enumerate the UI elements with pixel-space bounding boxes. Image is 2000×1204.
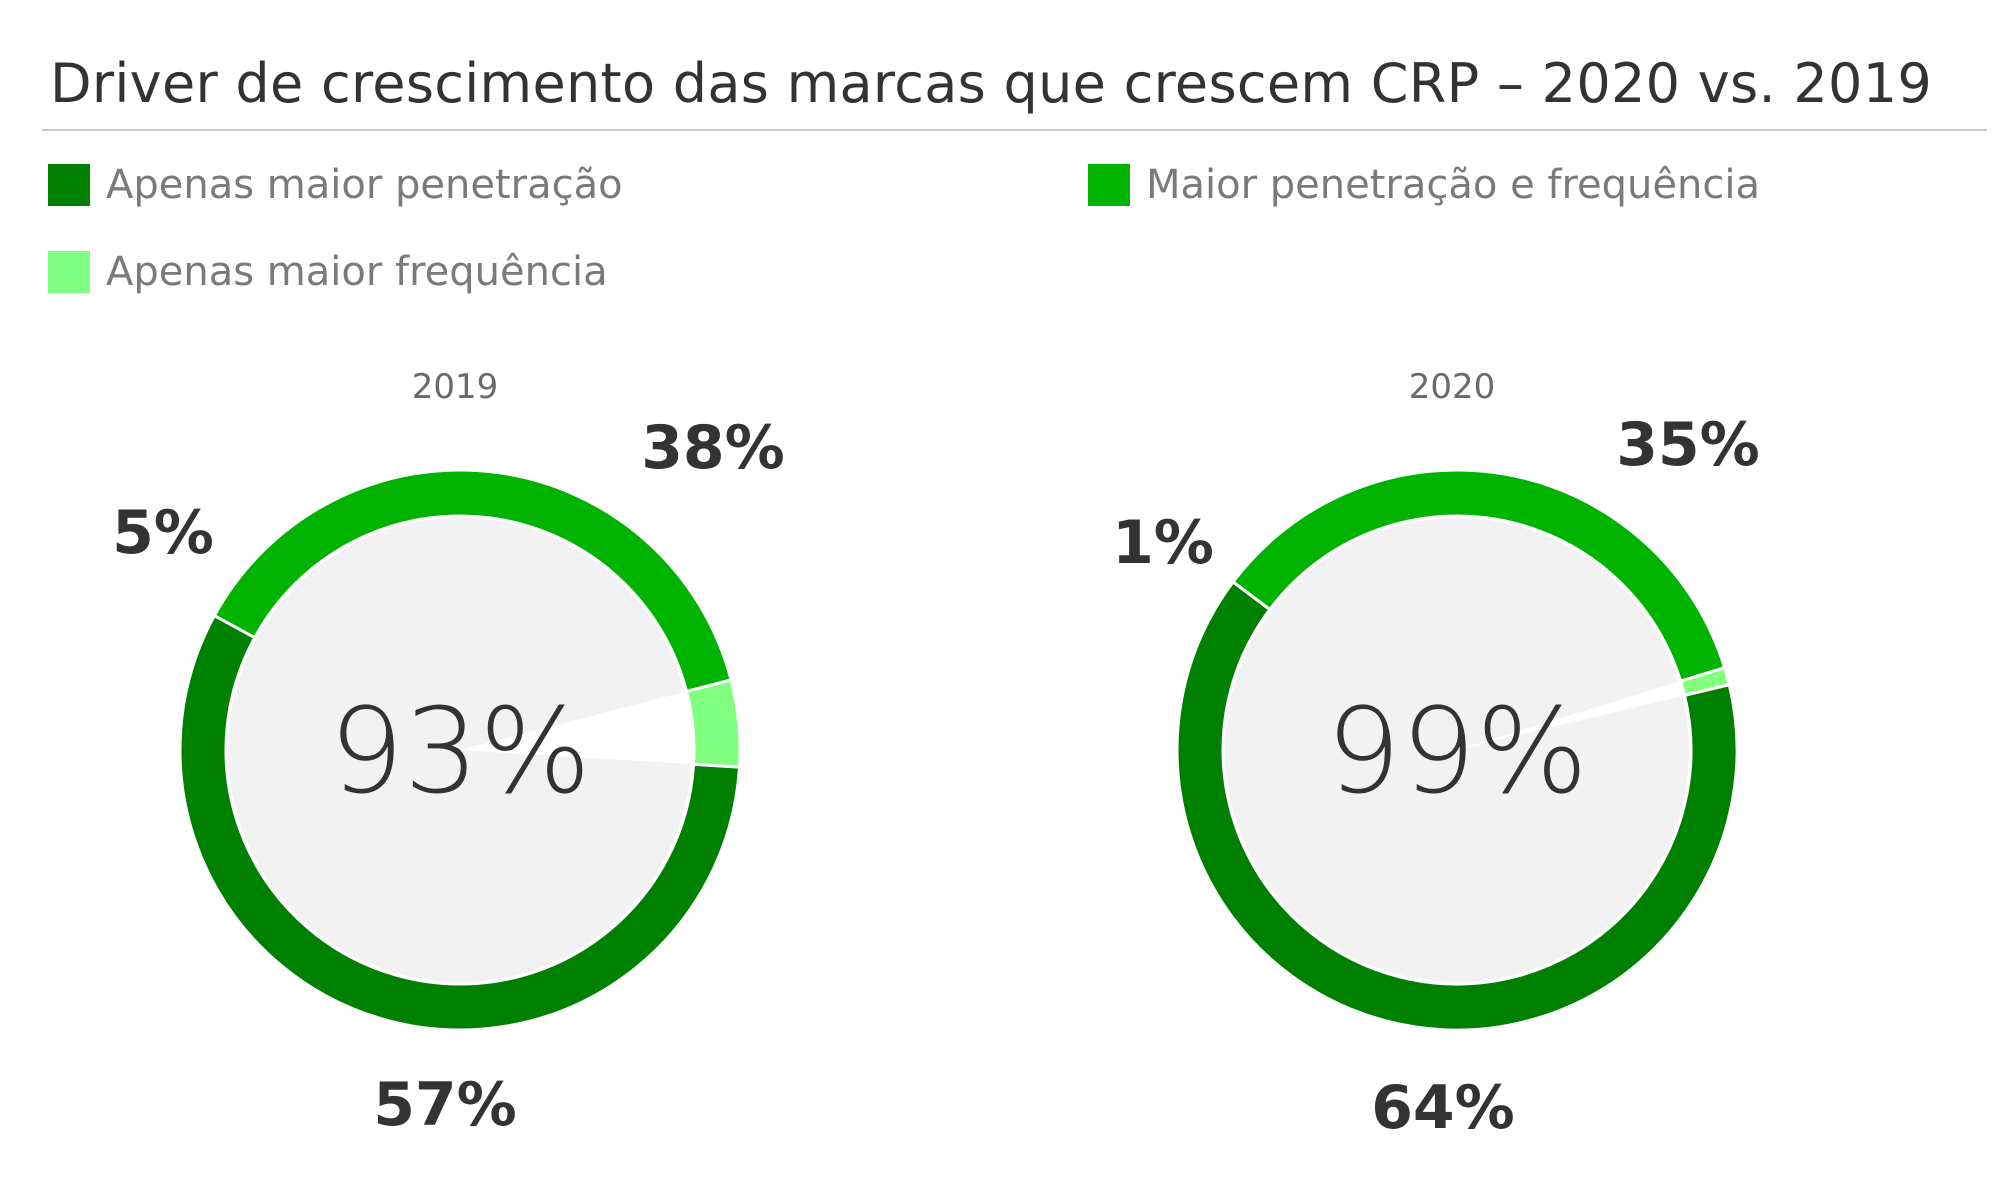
- chart-title: Driver de crescimento das marcas que cre…: [50, 52, 1933, 115]
- inner-wedge-2020: [1457, 681, 1684, 750]
- legend-label-penetracao: Apenas maior penetração: [106, 162, 623, 208]
- legend-item-penetracao-frequencia: Maior penetração e frequência: [1088, 155, 1760, 215]
- center-label-2020: 99%: [1326, 682, 1588, 820]
- data-label-2019-apenas-maior-penetracao: 57%: [373, 1070, 517, 1140]
- legend-swatch-penetracao: [48, 164, 90, 206]
- legend-label-penetracao-frequencia: Maior penetração e frequência: [1146, 162, 1760, 208]
- donut-2020: 99% 2020 64% 35% 1%: [1112, 367, 1760, 1143]
- slice-2019-apenas-maior-penetracao: [178, 613, 742, 1032]
- legend-swatch-penetracao-frequencia: [1088, 164, 1130, 206]
- slice-2019-apenas-maior-frequencia: [684, 678, 742, 769]
- data-label-2019-apenas-maior-frequencia: 5%: [112, 498, 214, 568]
- year-label-2020: 2020: [1409, 367, 1496, 407]
- slice-2020-apenas-maior-frequencia: [1678, 665, 1732, 698]
- inner-wedge-2019: [460, 691, 693, 765]
- donut-2019: 93% 2019 57% 38% 5%: [112, 367, 785, 1140]
- data-label-2020-maior-penetracao-e-frequencia: 35%: [1616, 410, 1760, 480]
- legend-item-frequencia: Apenas maior frequência: [48, 242, 608, 302]
- title-divider: [42, 129, 1987, 131]
- data-label-2019-maior-penetracao-e-frequencia: 38%: [641, 413, 785, 483]
- legend-label-frequencia: Apenas maior frequência: [106, 249, 608, 295]
- data-label-2020-apenas-maior-frequencia: 1%: [1112, 508, 1214, 578]
- slice-2020-apenas-maior-penetracao: [1175, 579, 1739, 1032]
- legend-item-penetracao: Apenas maior penetração: [48, 155, 623, 215]
- data-label-2020-apenas-maior-penetracao: 64%: [1371, 1073, 1515, 1143]
- legend-swatch-frequencia: [48, 251, 90, 293]
- center-label-2019: 93%: [329, 682, 591, 820]
- year-label-2019: 2019: [412, 367, 499, 407]
